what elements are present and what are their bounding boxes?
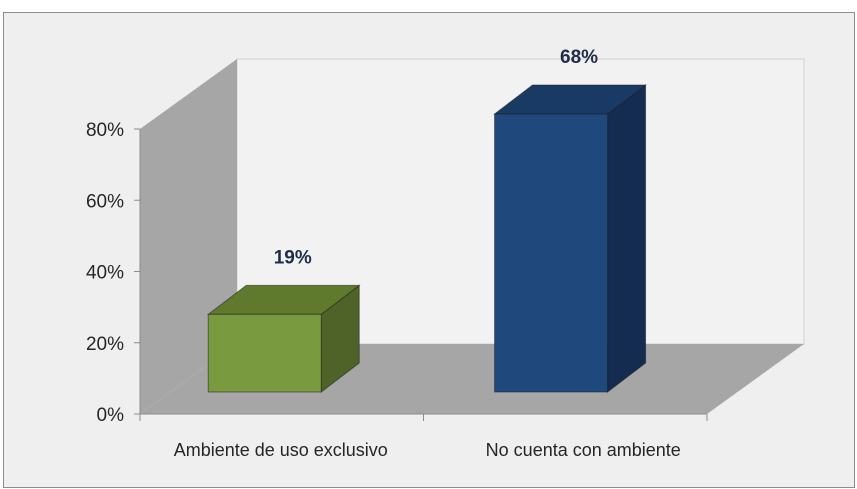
y-tick-label: 0% bbox=[97, 405, 125, 426]
chart-frame: 0% 20% 40% 60% 80% 19% Ambiente de uso exclusi… bbox=[3, 12, 855, 488]
y-tick-label: 60% bbox=[86, 191, 124, 212]
y-tick-label: 20% bbox=[86, 334, 124, 355]
bar-side bbox=[607, 84, 647, 394]
data-label: 19% bbox=[274, 247, 312, 268]
category-label: Ambiente de uso exclusivo bbox=[174, 440, 388, 460]
bar bbox=[207, 313, 322, 393]
y-tick-label: 40% bbox=[86, 263, 124, 284]
y-tick-label: 80% bbox=[86, 120, 124, 141]
bar bbox=[494, 113, 609, 393]
bar-chart: 0% 20% 40% 60% 80% 19% Ambiente de uso exclusi… bbox=[86, 47, 805, 460]
data-label: 68% bbox=[560, 47, 598, 68]
category-label: No cuenta con ambiente bbox=[486, 440, 681, 460]
